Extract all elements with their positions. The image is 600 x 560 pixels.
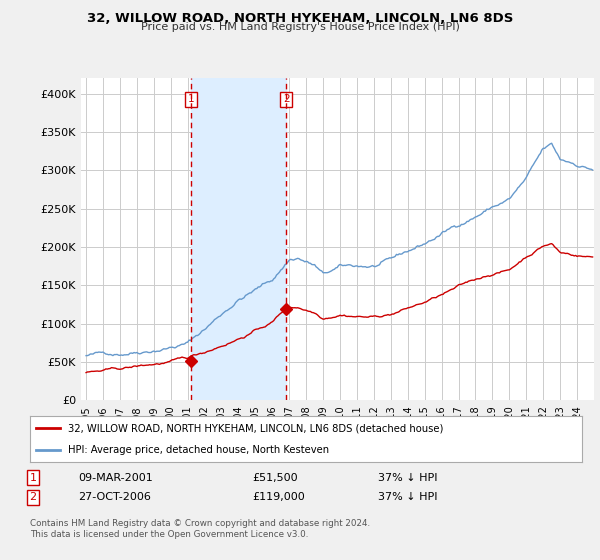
Text: 32, WILLOW ROAD, NORTH HYKEHAM, LINCOLN, LN6 8DS: 32, WILLOW ROAD, NORTH HYKEHAM, LINCOLN,… <box>87 12 513 25</box>
Text: £51,500: £51,500 <box>252 473 298 483</box>
Text: 1: 1 <box>188 94 194 104</box>
Text: 2: 2 <box>29 492 37 502</box>
Text: 27-OCT-2006: 27-OCT-2006 <box>78 492 151 502</box>
Text: 32, WILLOW ROAD, NORTH HYKEHAM, LINCOLN, LN6 8DS (detached house): 32, WILLOW ROAD, NORTH HYKEHAM, LINCOLN,… <box>68 423 443 433</box>
Text: 2: 2 <box>283 94 290 104</box>
Text: 37% ↓ HPI: 37% ↓ HPI <box>378 492 437 502</box>
Bar <box>191 78 286 400</box>
Text: HPI: Average price, detached house, North Kesteven: HPI: Average price, detached house, Nort… <box>68 445 329 455</box>
Text: Contains HM Land Registry data © Crown copyright and database right 2024.
This d: Contains HM Land Registry data © Crown c… <box>30 519 370 539</box>
Text: 09-MAR-2001: 09-MAR-2001 <box>78 473 153 483</box>
Text: 37% ↓ HPI: 37% ↓ HPI <box>378 473 437 483</box>
Text: 1: 1 <box>29 473 37 483</box>
Text: Price paid vs. HM Land Registry's House Price Index (HPI): Price paid vs. HM Land Registry's House … <box>140 22 460 32</box>
Text: £119,000: £119,000 <box>252 492 305 502</box>
